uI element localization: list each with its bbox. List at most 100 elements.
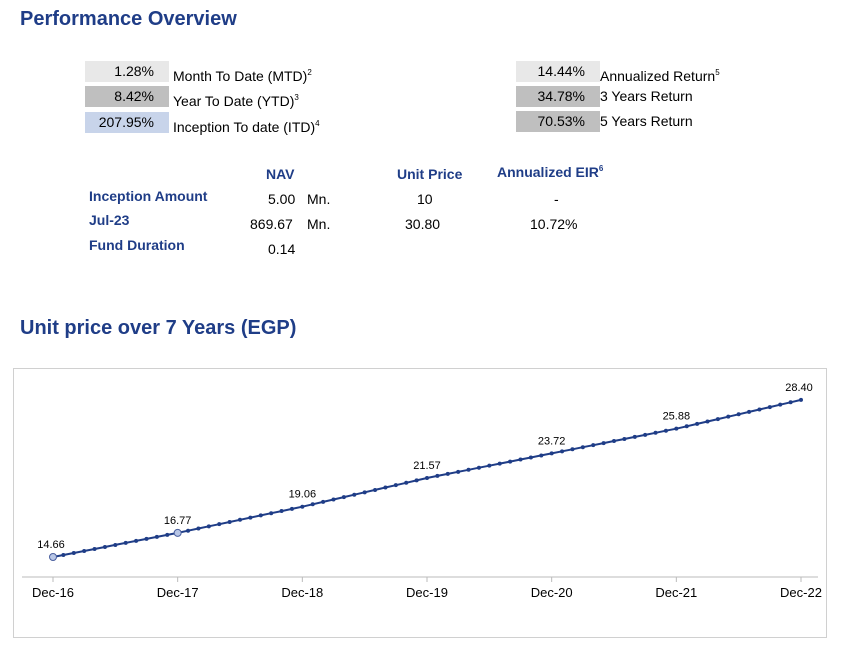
data-point [289,506,294,511]
data-point [269,511,274,516]
nav-header: NAV [266,166,295,182]
data-point [601,441,606,446]
data-point [113,542,118,547]
three-year-return-value: 34.78% [516,86,600,107]
mtd-value: 1.28% [85,61,169,82]
duration-value: 0.14 [268,241,296,257]
five-year-return-value: 70.53% [516,111,600,132]
itd-value: 207.95% [85,112,169,133]
data-point [71,550,76,555]
data-label: 16.77 [164,515,192,527]
data-label: 21.57 [413,460,441,472]
data-label: 25.88 [663,411,691,423]
data-point [279,509,284,514]
data-point [425,475,429,480]
data-point [154,534,159,539]
data-point [497,461,502,466]
data-point [144,536,149,541]
data-point [362,490,367,495]
data-point [788,400,793,405]
data-point [186,528,191,533]
unit-price-chart: Dec-16 Dec-17 Dec-18 Dec-19 Dec-20 Dec-21 Dec-… [22,382,822,600]
data-point [518,457,523,462]
data-point [778,402,783,407]
x-tick-label: Dec-20 [531,585,573,600]
data-point [321,499,326,504]
data-point [352,492,357,497]
itd-label: Inception To date (ITD)4 [173,119,320,135]
data-point [715,417,720,422]
data-point [632,434,637,439]
x-tick-label: Dec-18 [281,585,323,600]
inception-eir: - [554,191,559,207]
data-point [528,455,533,460]
data-point [435,473,440,478]
data-point [705,419,710,424]
data-point [383,485,388,490]
data-point [248,515,253,520]
jul23-eir: 10.72% [530,216,578,232]
five-year-return-label: 5 Years Return [600,113,693,129]
data-point [684,424,689,429]
mtd-label: Month To Date (MTD)2 [173,68,312,84]
data-point [310,502,315,507]
data-point [341,495,346,500]
x-tick-label: Dec-16 [32,585,74,600]
data-point [61,553,66,558]
x-tick-label: Dec-17 [157,585,199,600]
data-point [404,480,409,485]
data-point [570,447,575,452]
data-point [456,469,461,474]
x-tick-label: Dec-21 [655,585,697,600]
chart-frame: Dec-16 Dec-17 Dec-18 Dec-19 Dec-20 Dec-21 Dec-… [13,368,827,638]
data-label: 14.66 [37,539,65,551]
row-label-duration: Fund Duration [89,237,185,253]
data-point [373,487,378,492]
jul23-nav: 869.67 [250,216,293,232]
ytd-label: Year To Date (YTD)3 [173,93,299,109]
data-point [539,453,544,458]
data-point [414,478,419,483]
data-point [674,426,679,431]
row-label-inception: Inception Amount [89,188,208,204]
data-point [591,443,596,448]
data-point [653,430,658,435]
data-point [695,421,700,426]
unit-price-header: Unit Price [397,166,463,182]
data-point [92,546,97,551]
data-point [165,532,170,537]
data-point [487,463,492,468]
data-point [622,436,627,441]
performance-overview-title: Performance Overview [20,8,237,30]
annualized-return-label: Annualized Return5 [600,68,720,84]
data-point [82,548,87,553]
data-point [560,449,565,454]
ytd-value: 8.42% [85,86,169,107]
data-point [134,538,139,543]
data-point [767,405,772,410]
inception-unit-price: 10 [417,191,433,207]
data-point [799,397,803,402]
data-label: 28.40 [785,382,813,394]
data-point [227,519,232,524]
x-tick-label: Dec-19 [406,585,448,600]
data-point [206,524,211,529]
annualized-return-value: 14.44% [516,61,600,82]
inception-nav-unit: Mn. [307,191,331,207]
data-point [643,432,648,437]
chart-title: Unit price over 7 Years (EGP) [20,317,297,339]
data-point [736,412,741,417]
data-point [196,526,201,531]
data-point [102,544,107,549]
jul23-unit-price: 30.80 [405,216,441,232]
jul23-nav-unit: Mn. [307,216,331,232]
highlight-point [173,528,182,537]
data-point [217,522,222,527]
data-point [663,428,668,433]
data-point [123,540,128,545]
data-point [476,465,481,470]
data-point [445,471,450,476]
data-point [580,445,585,450]
data-point [300,504,305,509]
x-tick-label: Dec-22 [780,585,822,600]
